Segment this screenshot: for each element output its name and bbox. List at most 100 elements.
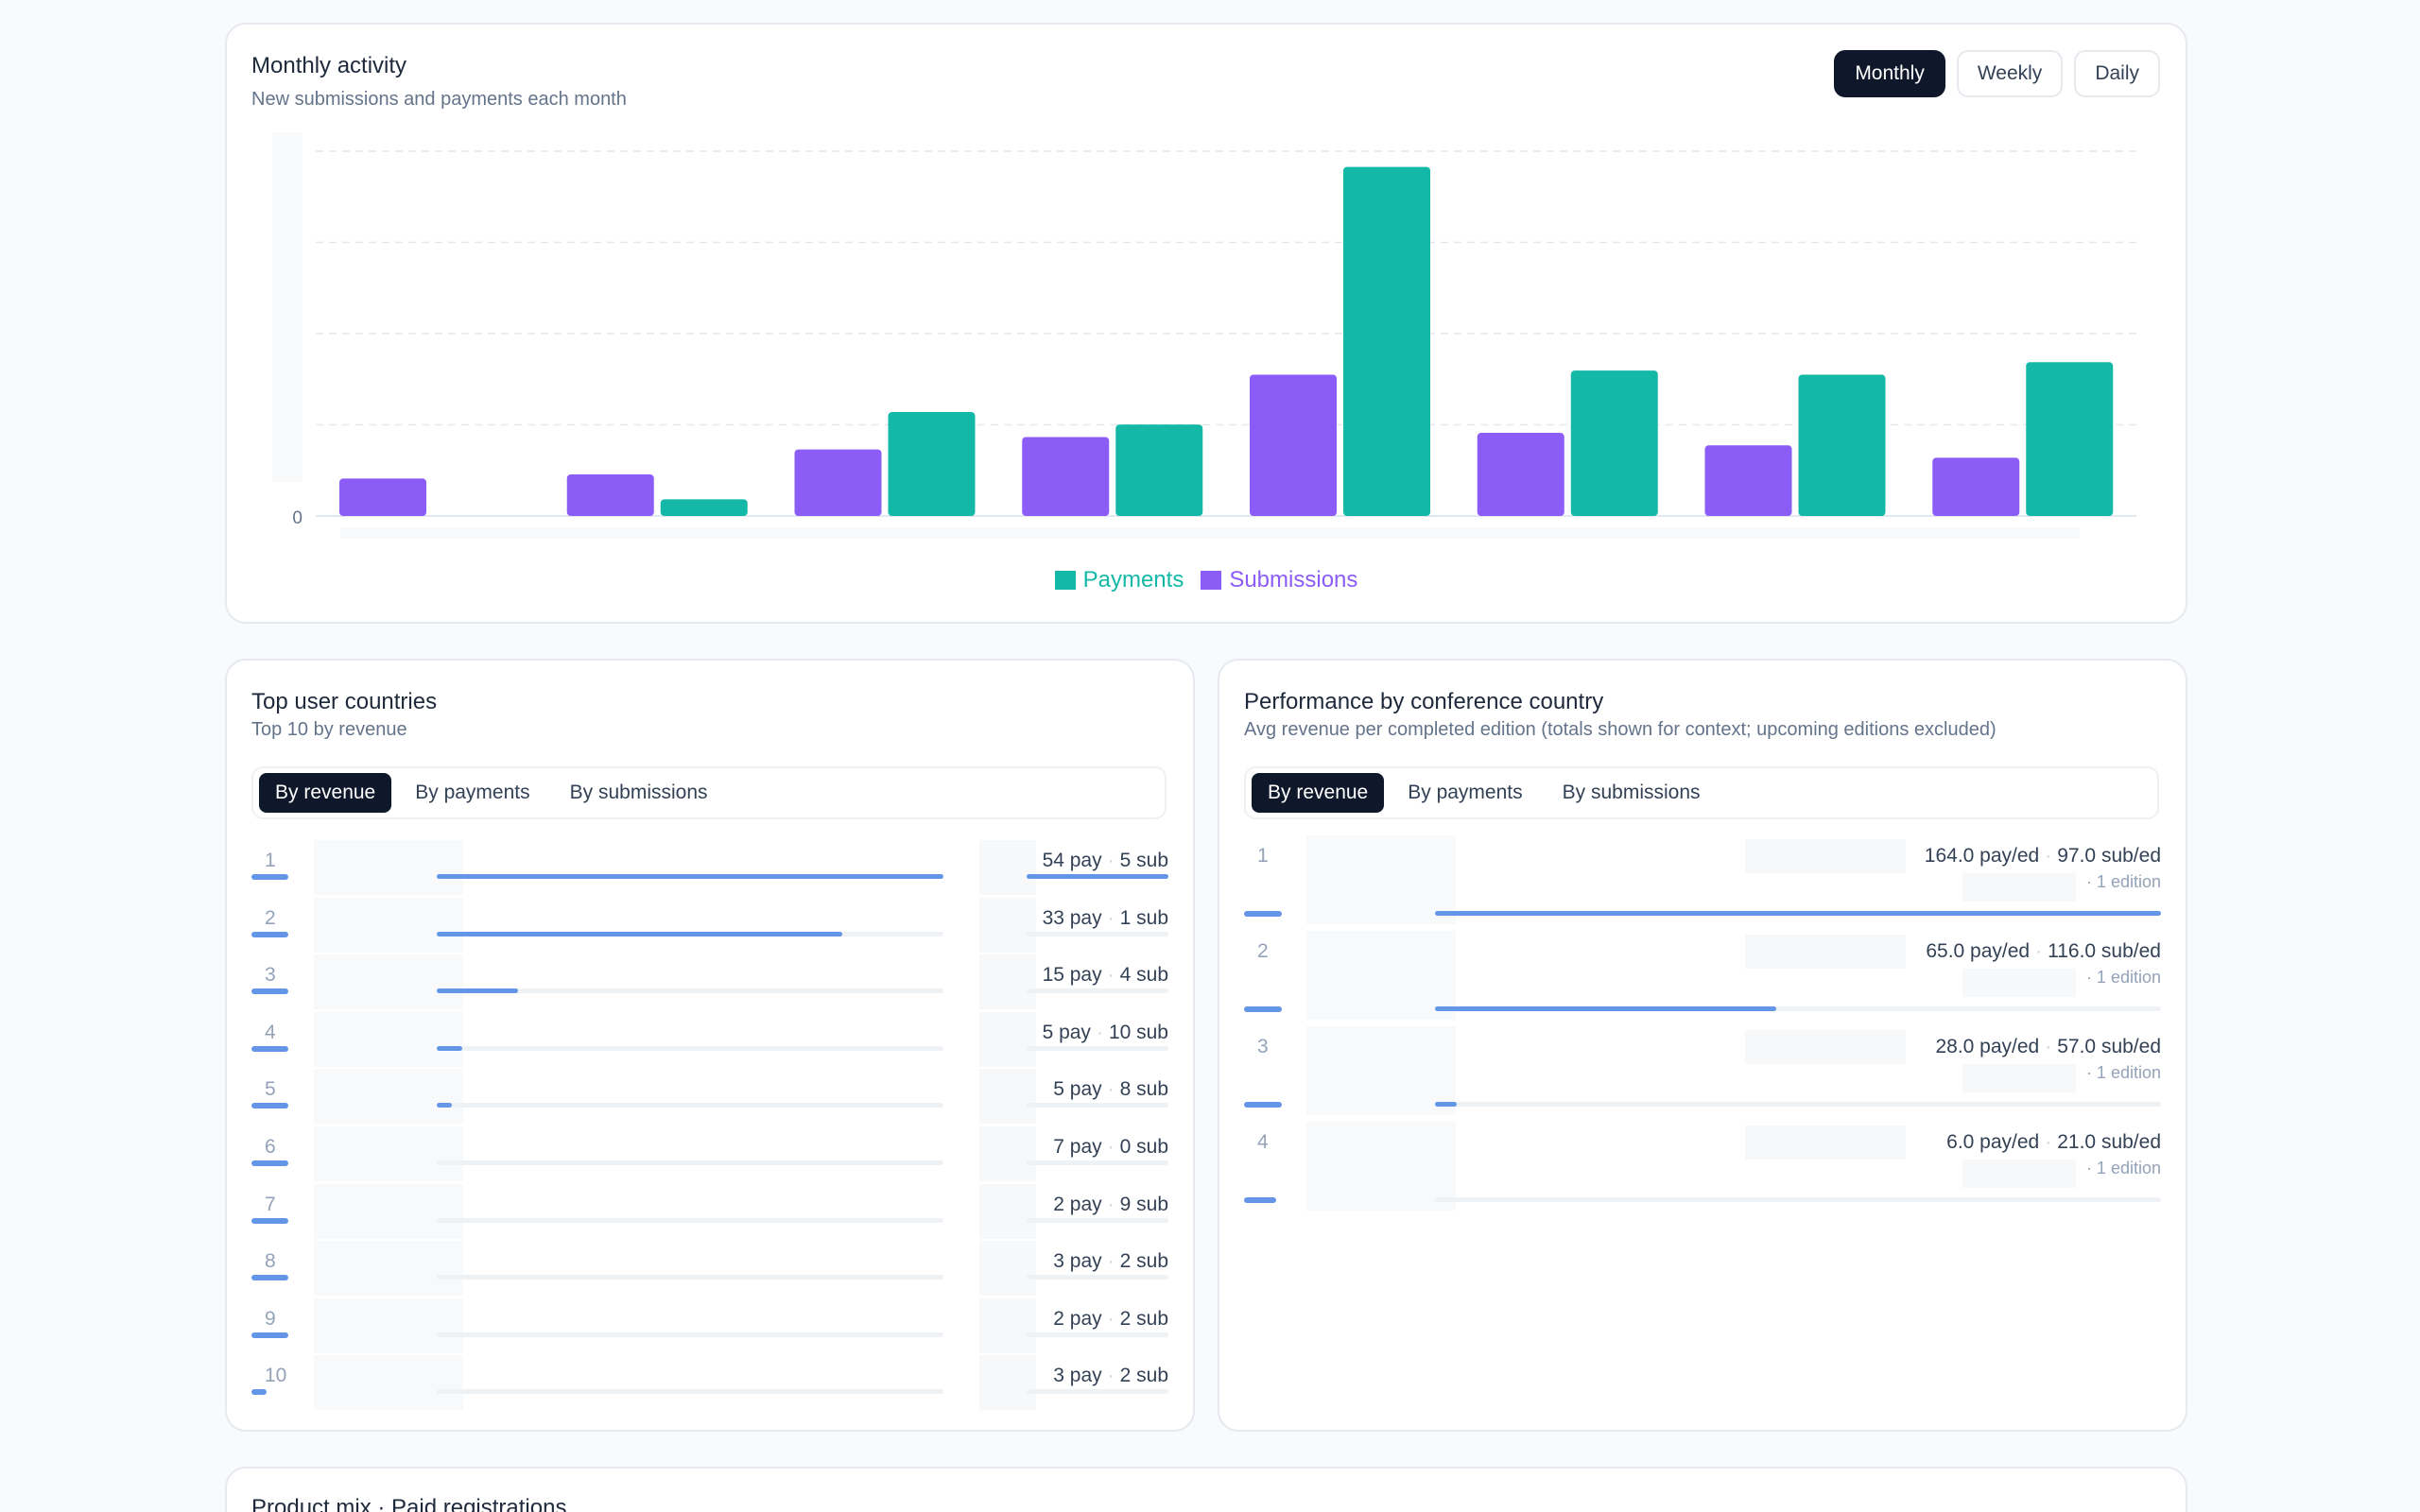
share-bar-track (1027, 1217, 1168, 1223)
value-placeholder (979, 1355, 1036, 1411)
value-placeholder (1962, 873, 2076, 902)
rank-marker (251, 1332, 288, 1338)
bar-payments[interactable] (888, 412, 976, 516)
user-countries-list: 1 54 pay · 5 sub 2 33 pay · 1 sub 3 15 pay · 4 sub 4… (251, 840, 1168, 1417)
country-name-placeholder (314, 1241, 463, 1297)
revenue-bar-fill (437, 874, 943, 879)
bar-submissions[interactable] (566, 474, 654, 516)
rank-number: 5 (265, 1078, 276, 1101)
bar-payments[interactable] (1343, 166, 1430, 516)
submissions-per-edition: 21.0 sub/ed (2057, 1131, 2161, 1153)
bar-payments[interactable] (1798, 374, 1886, 516)
y-axis-label-strip (272, 132, 302, 482)
submissions-count: 2 sub (1119, 1250, 1168, 1273)
rank-number: 9 (265, 1307, 276, 1330)
revenue-bar-track (1435, 1006, 2161, 1011)
value-placeholder (1745, 839, 1906, 873)
country-name-placeholder (314, 1011, 463, 1067)
country-name-placeholder (314, 1355, 463, 1411)
bar-payments[interactable] (2026, 362, 2114, 516)
tab-by-payments[interactable]: By payments (1408, 782, 1523, 803)
submissions-count: 2 sub (1119, 1307, 1168, 1330)
rank-number: 2 (265, 906, 276, 929)
payments-per-edition: 164.0 pay/ed (1924, 845, 2040, 867)
conference-country-row[interactable]: 4 6.0 pay/ed · 21.0 sub/ed · 1 edition (1244, 1122, 2161, 1222)
tab-by-revenue[interactable]: By revenue (1252, 773, 1385, 813)
submissions-count: 5 sub (1119, 850, 1168, 871)
row-stats: 15 pay · 4 sub (1043, 964, 1168, 987)
revenue-bar-fill (437, 1045, 462, 1051)
bar-submissions[interactable] (1704, 445, 1792, 516)
payments-count: 33 pay (1042, 906, 1102, 929)
row-stats: 3 pay · 2 sub (1053, 1250, 1168, 1273)
payments-count: 7 pay (1053, 1136, 1102, 1158)
payments-per-edition: 6.0 pay/ed (1946, 1131, 2040, 1153)
payments-count: 3 pay (1053, 1365, 1102, 1387)
country-row[interactable]: 9 2 pay · 2 sub (251, 1297, 1168, 1365)
submissions-count: 4 sub (1119, 964, 1168, 987)
rank-marker (1244, 911, 1282, 917)
country-row[interactable]: 4 5 pay · 10 sub (251, 1011, 1168, 1078)
tab-by-submissions[interactable]: By submissions (1562, 782, 1701, 803)
share-bar-track (1027, 1103, 1168, 1108)
rank-marker (1244, 1102, 1282, 1108)
separator-dot: · (1107, 1078, 1115, 1101)
separator-dot: · (1107, 1136, 1115, 1158)
bar-payments[interactable] (1570, 370, 1658, 516)
bar-submissions[interactable] (1477, 433, 1564, 516)
bar-submissions[interactable] (1932, 457, 2020, 516)
row-stats: 28.0 pay/ed · 57.0 sub/ed (1935, 1036, 2161, 1058)
value-placeholder (979, 954, 1036, 1010)
separator-dot: · (1107, 850, 1115, 871)
conference-country-row[interactable]: 1 164.0 pay/ed · 97.0 sub/ed · 1 edition (1244, 835, 2161, 936)
conference-country-row[interactable]: 3 28.0 pay/ed · 57.0 sub/ed · 1 edition (1244, 1026, 2161, 1126)
country-name-placeholder (314, 1126, 463, 1181)
bar-submissions[interactable] (794, 449, 882, 516)
rank-number: 4 (1257, 1131, 1269, 1153)
share-bar-track (1027, 1045, 1168, 1051)
country-name-placeholder (1306, 1026, 1456, 1115)
country-row[interactable]: 6 7 pay · 0 sub (251, 1126, 1168, 1193)
country-row[interactable]: 2 33 pay · 1 sub (251, 897, 1168, 964)
bar-payments[interactable] (1115, 424, 1203, 516)
separator-dot: · (2045, 845, 2052, 867)
rank-number: 8 (265, 1250, 276, 1273)
country-row[interactable]: 5 5 pay · 8 sub (251, 1069, 1168, 1135)
rank-number: 1 (1257, 845, 1269, 867)
period-weekly-button[interactable]: Weekly (1956, 50, 2064, 97)
tab-by-revenue[interactable]: By revenue (259, 773, 392, 813)
rank-number: 7 (265, 1193, 276, 1215)
value-placeholder (979, 1297, 1036, 1353)
value-placeholder (979, 1241, 1036, 1297)
period-monthly-button[interactable]: Monthly (1834, 50, 1945, 97)
edition-count: · 1 edition (2085, 1159, 2161, 1177)
separator-dot: · (1107, 1193, 1115, 1215)
rank-marker (251, 874, 288, 880)
conference-countries-list: 1 164.0 pay/ed · 97.0 sub/ed · 1 edition 2 65.… (1244, 835, 2161, 1242)
tab-by-payments[interactable]: By payments (415, 782, 530, 803)
separator-dot: · (1107, 1250, 1115, 1273)
bar-submissions[interactable] (1250, 374, 1337, 516)
country-row[interactable]: 10 3 pay · 2 sub (251, 1355, 1168, 1421)
country-row[interactable]: 1 54 pay · 5 sub (251, 840, 1168, 906)
bar-submissions[interactable] (339, 478, 426, 516)
revenue-bar-track (437, 1275, 943, 1280)
country-row[interactable]: 7 2 pay · 9 sub (251, 1183, 1168, 1250)
conference-country-row[interactable]: 2 65.0 pay/ed · 116.0 sub/ed · 1 edition (1244, 931, 2161, 1031)
bar-payments[interactable] (660, 499, 748, 516)
payments-per-edition: 65.0 pay/ed (1926, 940, 2031, 962)
bar-submissions[interactable] (1022, 437, 1110, 516)
payments-count: 2 pay (1053, 1193, 1102, 1215)
period-daily-button[interactable]: Daily (2074, 50, 2160, 97)
revenue-bar-track (1435, 1102, 2161, 1107)
revenue-bar-fill (1435, 911, 2161, 916)
value-placeholder (979, 1183, 1036, 1239)
tab-by-submissions[interactable]: By submissions (569, 782, 708, 803)
conference-country-card: Performance by conference country Avg re… (1218, 659, 2187, 1432)
separator-dot: · (1107, 1365, 1115, 1387)
country-row[interactable]: 8 3 pay · 2 sub (251, 1241, 1168, 1307)
value-placeholder (979, 897, 1036, 953)
revenue-bar-track (437, 1045, 943, 1051)
country-name-placeholder (314, 954, 463, 1010)
country-row[interactable]: 3 15 pay · 4 sub (251, 954, 1168, 1021)
